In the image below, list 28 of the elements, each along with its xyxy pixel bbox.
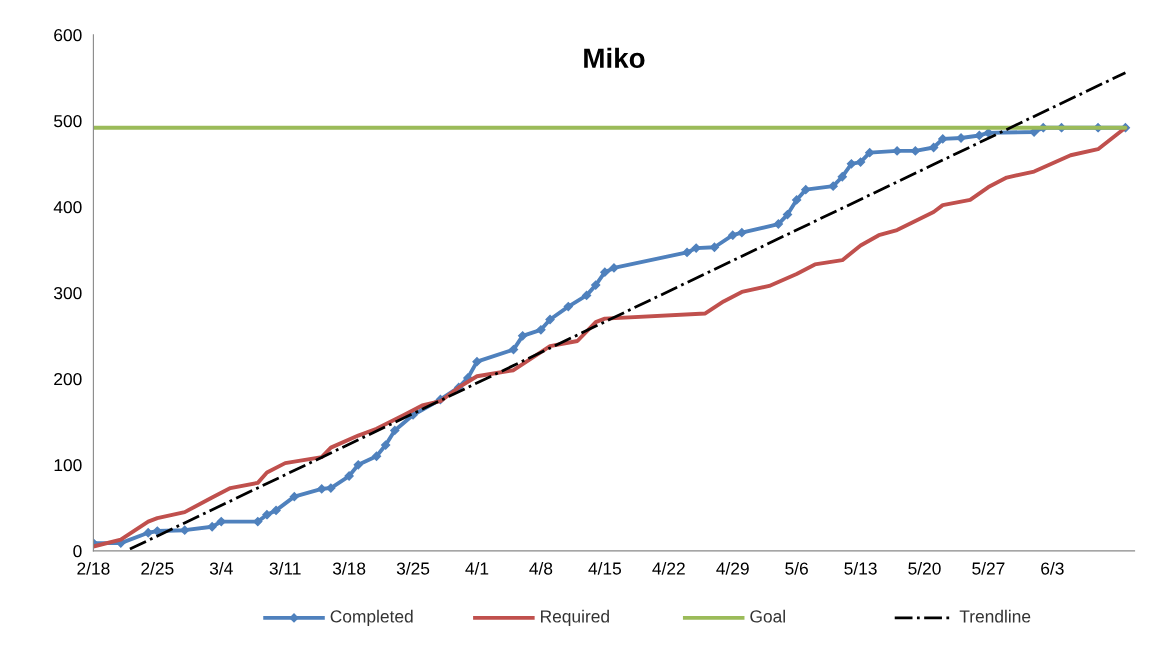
- legend-label: Goal: [750, 609, 785, 623]
- chart-title: Miko: [584, 47, 645, 69]
- legend-label: Required: [541, 609, 609, 626]
- y-tick-label: 600: [54, 29, 82, 42]
- legend-label: Trendline: [959, 609, 1031, 623]
- x-tick-label: 2/18: [77, 561, 110, 575]
- legend-label: Completed: [330, 609, 413, 626]
- x-tick-label: 3/11: [269, 561, 301, 575]
- x-tick-label: 3/25: [396, 561, 430, 575]
- x-tick-label: 4/22: [652, 561, 685, 575]
- x-tick-label: 4/29: [716, 561, 749, 575]
- y-tick-label: 100: [54, 459, 82, 472]
- x-tick-label: 3/4: [209, 561, 233, 575]
- y-tick-label: 200: [54, 373, 82, 386]
- x-tick-label: 4/8: [529, 561, 553, 575]
- x-tick-label: 3/18: [332, 561, 366, 575]
- x-tick-label: 2/25: [141, 561, 174, 575]
- x-tick-label: 4/1: [465, 561, 489, 575]
- x-tick-label: 5/6: [785, 561, 808, 575]
- x-tick-label: 6/3: [1041, 561, 1064, 575]
- x-tick-label: 5/13: [844, 561, 877, 575]
- x-tick-label: 5/20: [908, 561, 941, 575]
- x-tick-label: 5/27: [972, 561, 1005, 575]
- x-tick-label: 4/15: [588, 561, 622, 575]
- y-tick-label: 500: [54, 115, 82, 128]
- y-tick-label: 400: [53, 201, 82, 214]
- y-tick-label: 300: [53, 287, 82, 300]
- y-tick-label: 0: [73, 545, 82, 558]
